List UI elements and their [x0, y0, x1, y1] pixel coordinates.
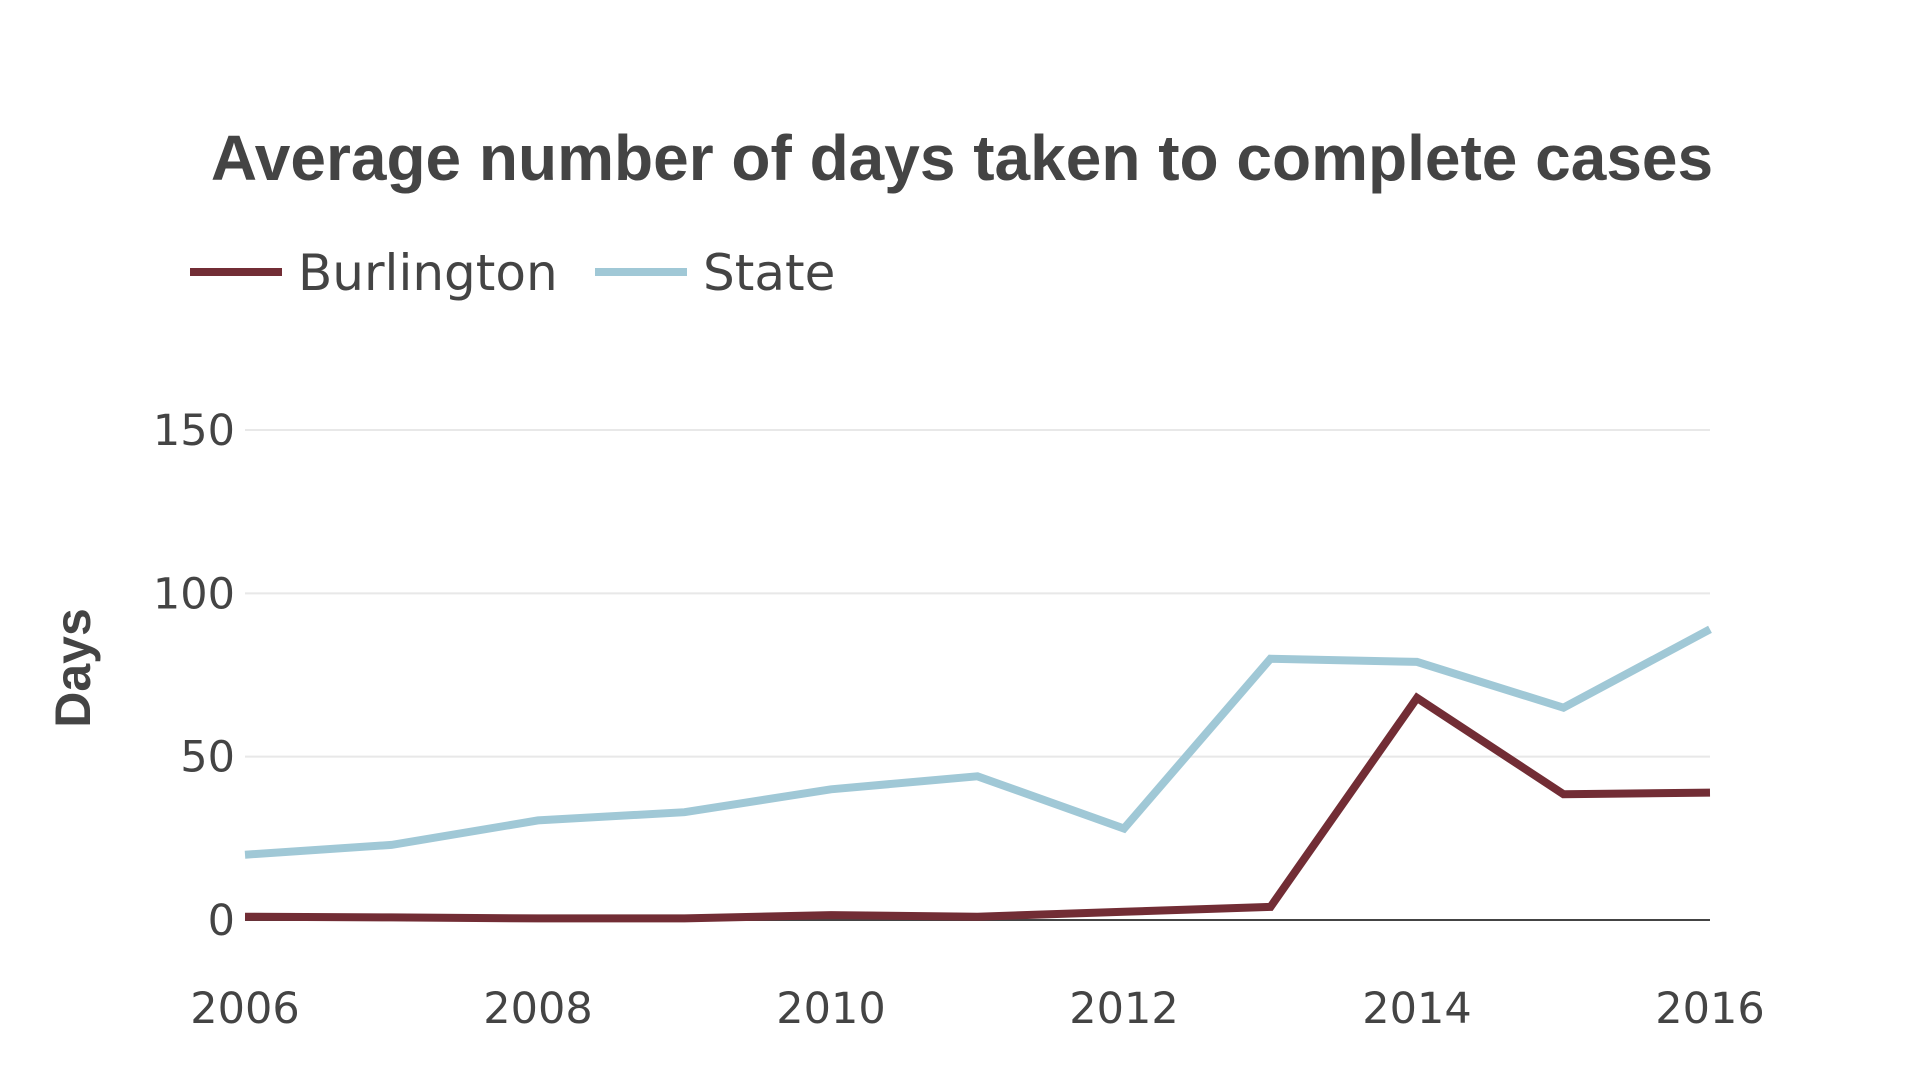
legend-label-state: State	[703, 244, 835, 302]
series-line-burlington[interactable]	[245, 698, 1710, 919]
x-tick-label-2016: 2016	[1655, 984, 1764, 1034]
legend-item-burlington[interactable]: Burlington	[190, 244, 558, 302]
y-tick-label-100: 100	[153, 569, 235, 619]
y-axis-title: Days	[45, 608, 101, 728]
x-tick-label-2006: 2006	[190, 984, 299, 1034]
legend: Burlington State	[190, 244, 835, 302]
y-tick-label-150: 150	[153, 406, 235, 456]
legend-item-state[interactable]: State	[595, 244, 835, 302]
x-tick-label-2014: 2014	[1362, 984, 1471, 1034]
x-tick-label-2012: 2012	[1069, 984, 1178, 1034]
y-axis-ticks: 0 50 100 150	[153, 406, 235, 946]
x-tick-label-2010: 2010	[776, 984, 885, 1034]
series-lines	[245, 629, 1710, 918]
y-tick-label-50: 50	[180, 733, 235, 783]
gridlines	[245, 430, 1710, 920]
chart-title: Average number of days taken to complete…	[211, 122, 1713, 194]
x-tick-label-2008: 2008	[483, 984, 592, 1034]
y-tick-label-0: 0	[208, 896, 235, 946]
legend-label-burlington: Burlington	[298, 244, 558, 302]
x-axis-ticks: 2006 2008 2010 2012 2014 2016	[190, 984, 1764, 1034]
